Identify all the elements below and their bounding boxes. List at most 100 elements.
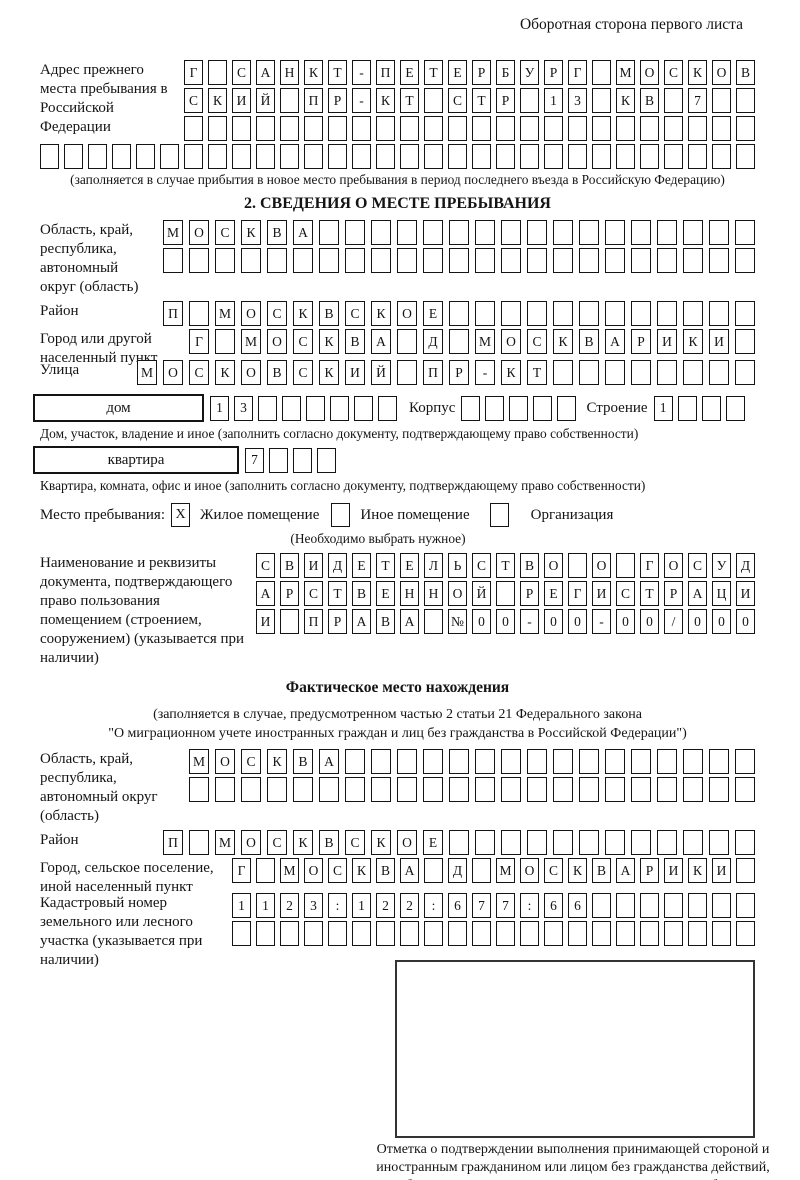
char-cell[interactable]: О — [241, 301, 261, 326]
char-cell[interactable]: 0 — [736, 609, 755, 634]
char-cell[interactable] — [709, 830, 729, 855]
char-cell[interactable] — [664, 921, 683, 946]
char-cell[interactable] — [293, 777, 313, 802]
char-cell[interactable] — [423, 248, 443, 273]
char-cell[interactable]: Р — [520, 581, 539, 606]
char-cell[interactable] — [88, 144, 107, 169]
char-cell[interactable] — [448, 921, 467, 946]
char-cell[interactable] — [160, 144, 179, 169]
char-cell[interactable]: А — [256, 60, 275, 85]
char-cell[interactable] — [631, 248, 651, 273]
char-cell[interactable] — [657, 830, 677, 855]
char-cell[interactable]: В — [520, 553, 539, 578]
char-cell[interactable]: М — [475, 329, 495, 354]
char-cell[interactable]: О — [640, 60, 659, 85]
char-cell[interactable]: О — [163, 360, 183, 385]
char-cell[interactable]: И — [256, 609, 275, 634]
char-cell[interactable]: М — [616, 60, 635, 85]
char-cell[interactable]: В — [352, 581, 371, 606]
char-cell[interactable]: О — [664, 553, 683, 578]
char-cell[interactable] — [472, 116, 491, 141]
char-cell[interactable]: О — [592, 553, 611, 578]
residential-checkbox[interactable]: X — [171, 503, 190, 527]
char-cell[interactable]: : — [520, 893, 539, 918]
char-cell[interactable] — [475, 749, 495, 774]
char-cell[interactable] — [579, 830, 599, 855]
char-cell[interactable]: 0 — [688, 609, 707, 634]
char-cell[interactable] — [184, 116, 203, 141]
char-cell[interactable] — [631, 777, 651, 802]
char-cell[interactable] — [509, 395, 529, 421]
char-cell[interactable] — [449, 248, 469, 273]
char-cell[interactable] — [579, 301, 599, 326]
char-cell[interactable]: О — [397, 830, 417, 855]
char-cell[interactable] — [527, 301, 547, 326]
char-cell[interactable] — [664, 88, 683, 113]
char-cell[interactable]: В — [293, 749, 313, 774]
char-cell[interactable]: Б — [496, 60, 515, 85]
char-cell[interactable]: 1 — [544, 88, 563, 113]
char-cell[interactable]: В — [640, 88, 659, 113]
char-cell[interactable]: 6 — [448, 893, 467, 918]
char-cell[interactable]: А — [616, 858, 635, 883]
char-cell[interactable] — [354, 395, 373, 421]
char-cell[interactable] — [640, 144, 659, 169]
char-cell[interactable] — [735, 329, 755, 354]
char-cell[interactable] — [640, 116, 659, 141]
char-cell[interactable] — [736, 921, 755, 946]
char-cell[interactable] — [579, 220, 599, 245]
char-cell[interactable] — [520, 88, 539, 113]
char-cell[interactable]: - — [475, 360, 495, 385]
char-cell[interactable]: Е — [400, 553, 419, 578]
char-cell[interactable] — [449, 777, 469, 802]
char-cell[interactable] — [256, 116, 275, 141]
char-cell[interactable]: П — [163, 301, 183, 326]
char-cell[interactable] — [282, 395, 301, 421]
char-cell[interactable] — [735, 360, 755, 385]
char-cell[interactable]: В — [319, 830, 339, 855]
char-cell[interactable] — [712, 116, 731, 141]
char-cell[interactable] — [736, 116, 755, 141]
char-cell[interactable]: К — [688, 858, 707, 883]
char-cell[interactable]: 0 — [640, 609, 659, 634]
char-cell[interactable]: К — [371, 830, 391, 855]
char-cell[interactable] — [304, 921, 323, 946]
char-cell[interactable]: А — [371, 329, 391, 354]
char-cell[interactable] — [328, 144, 347, 169]
char-cell[interactable]: В — [345, 329, 365, 354]
char-cell[interactable]: И — [232, 88, 251, 113]
char-cell[interactable]: 3 — [304, 893, 323, 918]
char-cell[interactable] — [640, 893, 659, 918]
char-cell[interactable]: К — [304, 60, 323, 85]
char-cell[interactable] — [544, 116, 563, 141]
char-cell[interactable] — [280, 921, 299, 946]
char-cell[interactable]: / — [664, 609, 683, 634]
char-cell[interactable] — [735, 301, 755, 326]
char-cell[interactable]: С — [345, 301, 365, 326]
char-cell[interactable] — [424, 609, 443, 634]
char-cell[interactable] — [352, 921, 371, 946]
char-cell[interactable] — [371, 777, 391, 802]
char-cell[interactable]: В — [376, 858, 395, 883]
char-cell[interactable] — [232, 116, 251, 141]
char-cell[interactable] — [712, 88, 731, 113]
char-cell[interactable]: Р — [449, 360, 469, 385]
char-cell[interactable]: Р — [664, 581, 683, 606]
char-cell[interactable] — [232, 144, 251, 169]
char-cell[interactable] — [306, 395, 325, 421]
char-cell[interactable] — [683, 301, 703, 326]
char-cell[interactable]: Т — [527, 360, 547, 385]
char-cell[interactable]: Е — [423, 301, 443, 326]
char-cell[interactable] — [472, 144, 491, 169]
char-cell[interactable] — [215, 248, 235, 273]
char-cell[interactable] — [709, 220, 729, 245]
char-cell[interactable]: Р — [544, 60, 563, 85]
char-cell[interactable] — [501, 830, 521, 855]
char-cell[interactable]: С — [616, 581, 635, 606]
char-cell[interactable] — [631, 830, 651, 855]
char-cell[interactable] — [189, 830, 209, 855]
char-cell[interactable] — [736, 144, 755, 169]
char-cell[interactable]: А — [256, 581, 275, 606]
char-cell[interactable] — [605, 301, 625, 326]
char-cell[interactable]: Т — [400, 88, 419, 113]
